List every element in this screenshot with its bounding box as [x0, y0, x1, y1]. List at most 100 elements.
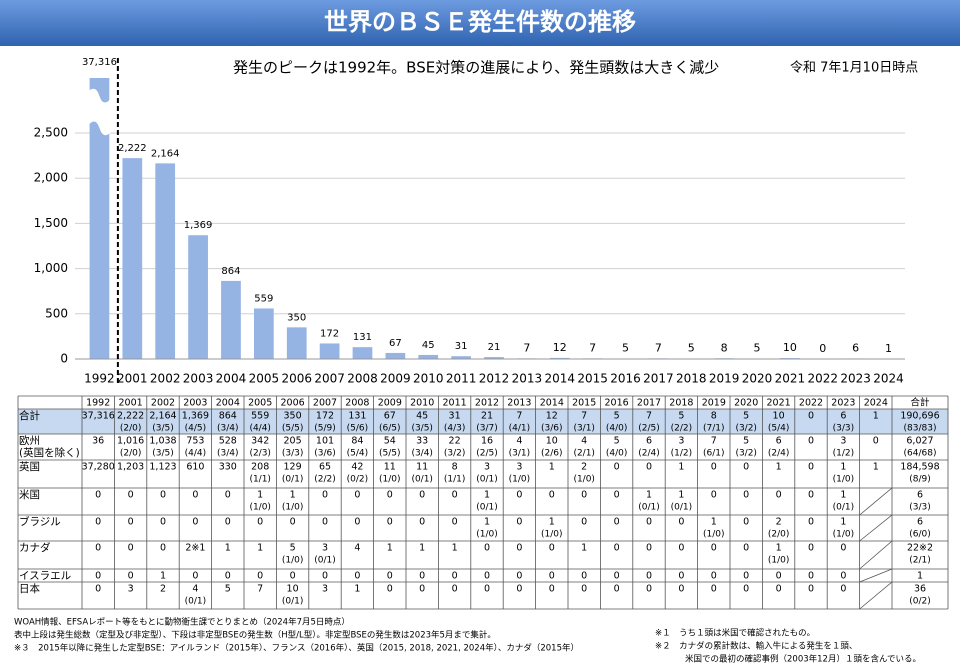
cell-sub: (3/1): [509, 449, 531, 459]
y-tick-label: 1,500: [34, 216, 68, 230]
cell-value: 0: [192, 517, 198, 528]
cell-value: 0: [452, 490, 458, 501]
cell-sub: (4/1): [509, 424, 531, 434]
cell-value: 1: [917, 571, 923, 582]
cell-value: 101: [316, 436, 334, 447]
cell-sub: (1/0): [509, 475, 531, 485]
cell-sub: (3/4): [217, 424, 239, 434]
cell-value: 350: [284, 411, 302, 422]
cell-value: 7: [516, 411, 522, 422]
row-label: 欧州: [19, 435, 40, 447]
x-tick-label: 2017: [643, 372, 674, 386]
cell-value: 2※1: [185, 543, 205, 554]
cell-value: 0: [95, 571, 101, 582]
value-label: 6: [852, 341, 859, 354]
as-of-date: 令和 7年1月10日時点: [790, 61, 918, 76]
table-header: 2004: [216, 398, 240, 409]
cell-sub: (6/0): [909, 530, 931, 540]
table-header: 2009: [378, 398, 402, 409]
cell-value: 0: [711, 584, 717, 595]
table-header: 2021: [767, 398, 791, 409]
cell-value: 0: [840, 543, 846, 554]
cell-sub: (0/1): [638, 503, 660, 513]
cell-value: 0: [225, 490, 231, 501]
cell-value: 54: [384, 436, 396, 447]
cell-value: 184,598: [900, 462, 939, 473]
cell-value: 8: [711, 411, 717, 422]
value-label: 0: [819, 342, 826, 355]
cell-value: 0: [614, 462, 620, 473]
cell-value: 0: [646, 517, 652, 528]
value-label: 350: [287, 312, 306, 323]
cell-value: 2: [160, 584, 166, 595]
value-label: 67: [389, 338, 402, 349]
cell-value: 0: [95, 490, 101, 501]
cell-value: 1: [678, 462, 684, 473]
cell-sub: (0/2): [909, 597, 931, 607]
x-tick-label: 2004: [216, 372, 247, 386]
cell-value: 0: [160, 490, 166, 501]
cell-sub: (3/3): [282, 449, 304, 459]
table-header: 2003: [183, 398, 207, 409]
cell-value: 0: [678, 584, 684, 595]
cell-value: 6: [646, 436, 652, 447]
cell-value: 528: [219, 436, 237, 447]
cell-value: 0: [452, 517, 458, 528]
cell-value: 0: [516, 584, 522, 595]
cell-value: 0: [95, 584, 101, 595]
cell-sub: (1/0): [768, 556, 790, 566]
cell-value: 0: [581, 571, 587, 582]
cell-value: 0: [387, 517, 393, 528]
cell-sub: (1/0): [282, 503, 304, 513]
cell-value: 1,123: [149, 462, 176, 473]
cell-value: 42: [351, 462, 363, 473]
cell-value: 0: [581, 490, 587, 501]
cell-value: 7: [646, 411, 652, 422]
cell-value: 0: [776, 490, 782, 501]
cell-value: 0: [776, 584, 782, 595]
cell-value: 1: [225, 543, 231, 554]
row-label: イスラエル: [19, 570, 71, 582]
cell-value: 0: [95, 543, 101, 554]
cell-value: 0: [614, 517, 620, 528]
table-header: 2017: [637, 398, 661, 409]
slash: [860, 541, 892, 569]
table-header: 2016: [605, 398, 629, 409]
table-header: 2006: [281, 398, 305, 409]
row-label: 米国: [19, 488, 40, 501]
cell-value: 0: [646, 571, 652, 582]
x-tick-label: 2024: [873, 372, 904, 386]
bar: [254, 308, 274, 359]
cell-value: 342: [251, 436, 269, 447]
cell-sub: (1/1): [249, 475, 271, 485]
cell-value: 1,038: [149, 436, 176, 447]
table-header: 合計: [910, 397, 930, 409]
x-tick-label: 2005: [249, 372, 280, 386]
cell-value: 208: [251, 462, 269, 473]
cell-value: 6: [917, 490, 923, 501]
value-label: 7: [589, 341, 596, 354]
cell-value: 0: [808, 462, 814, 473]
cell-value: 5: [290, 543, 296, 554]
cell-value: 0: [549, 571, 555, 582]
cell-value: 1: [257, 543, 263, 554]
cell-value: 205: [284, 436, 302, 447]
cell-value: 1: [549, 517, 555, 528]
cell-value: 0: [354, 517, 360, 528]
cell-value: 3: [840, 436, 846, 447]
cell-value: 8: [452, 462, 458, 473]
cell-value: 37,280: [82, 462, 115, 473]
cell-value: 11: [384, 462, 396, 473]
x-tick-label: 2016: [610, 372, 641, 386]
bar: [90, 0, 110, 359]
cell-sub: (5/4): [768, 424, 790, 434]
cell-sub: (5/5): [379, 449, 401, 459]
cell-value: 0: [225, 517, 231, 528]
value-label: 5: [754, 342, 761, 355]
value-label: 131: [353, 332, 372, 343]
cell-value: 0: [128, 490, 134, 501]
y-tick-label: 0: [60, 352, 68, 366]
cell-sub: (6/1): [703, 449, 725, 459]
cell-value: 0: [646, 584, 652, 595]
cell-value: 31: [449, 411, 461, 422]
